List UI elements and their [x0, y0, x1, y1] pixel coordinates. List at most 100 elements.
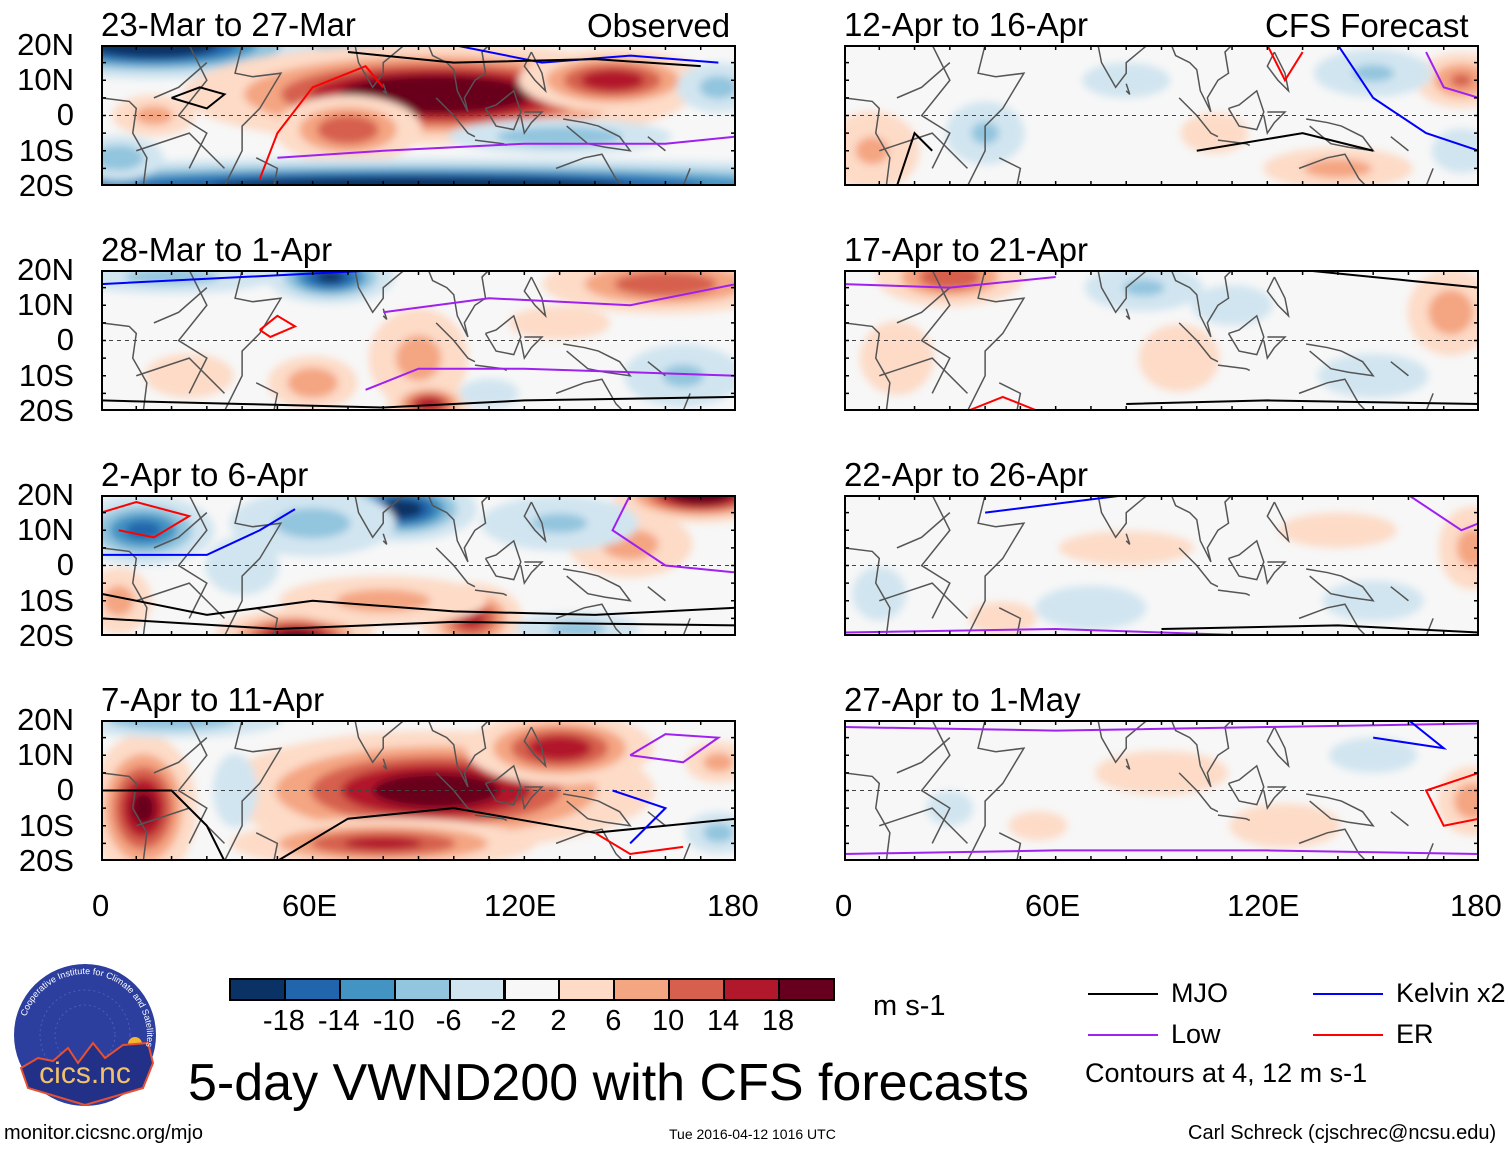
- colorbar-label: -14: [317, 1005, 360, 1037]
- coastline: [520, 786, 544, 811]
- coastline: [844, 547, 891, 636]
- coastline: [1178, 772, 1219, 813]
- legend-label: MJO: [1171, 978, 1228, 1008]
- coastline: [382, 533, 388, 545]
- legend-label: Kelvin x2: [1396, 978, 1506, 1008]
- contour-kelvin-x2: [101, 508, 296, 556]
- contour-kelvin-x2: [1337, 45, 1479, 152]
- coastline: [1217, 589, 1251, 597]
- coastline: [1390, 136, 1409, 152]
- lat-label: 20N: [17, 477, 74, 512]
- contour-low: [844, 849, 1479, 855]
- coastline: [136, 582, 226, 619]
- lat-label: 10N: [17, 287, 74, 323]
- coastline: [353, 720, 490, 788]
- coastline: [523, 501, 547, 544]
- coastline: [844, 322, 891, 411]
- coastline: [966, 495, 1026, 636]
- contour-er: [1424, 771, 1479, 827]
- contour-kelvin-x2: [612, 789, 668, 845]
- lat-label: 20S: [18, 842, 74, 878]
- map-panel: [844, 45, 1479, 186]
- contour-low: [383, 283, 736, 314]
- coastline: [879, 807, 969, 844]
- colorbar-swatch: [558, 978, 616, 1001]
- figure-title: 5-day VWND200 with CFS forecasts: [188, 1054, 1029, 1112]
- anomaly-shading: [1303, 158, 1372, 178]
- anomaly-shading: [859, 321, 934, 396]
- coastline: [555, 603, 624, 636]
- coastline: [966, 270, 1026, 411]
- colorbar-label: 2: [550, 1005, 567, 1037]
- coastline: [1263, 786, 1287, 811]
- coastline: [682, 168, 691, 186]
- lat-label: 10N: [17, 512, 74, 548]
- coastline: [563, 793, 632, 827]
- coastline: [647, 586, 666, 602]
- coastline: [153, 737, 208, 774]
- coastline: [353, 270, 490, 338]
- lon-label-right-60e: 60E: [1025, 888, 1081, 923]
- coastline: [896, 287, 951, 324]
- coastline: [435, 547, 476, 588]
- colorbar-swatch: [229, 978, 286, 1001]
- coastline: [682, 393, 691, 411]
- anomaly-shading: [108, 720, 235, 731]
- lat-label: 20N: [17, 252, 74, 287]
- source-url[interactable]: monitor.cicsnc.org/mjo: [4, 1122, 203, 1144]
- lat-label: 10S: [18, 807, 74, 843]
- lat-label: 0: [56, 97, 74, 133]
- coastline: [1298, 378, 1367, 411]
- anomaly-shading: [1058, 531, 1194, 565]
- colorbar-label: 10: [652, 1005, 685, 1037]
- coastline: [1266, 276, 1290, 319]
- map-panel: [844, 495, 1479, 636]
- anomaly-shading: [699, 75, 736, 99]
- colorbar-swatch: [503, 978, 561, 1001]
- credit: Carl Schreck (cjschrec@ncsu.edu): [1188, 1122, 1497, 1144]
- coastline: [555, 378, 624, 411]
- coastline: [1263, 111, 1287, 136]
- panel-frame: [844, 495, 1479, 636]
- coastline: [966, 45, 1026, 186]
- lon-label-right-180: 180: [1450, 888, 1502, 923]
- coastline: [484, 764, 522, 806]
- coastline: [353, 495, 490, 563]
- colorbar-swatch: [283, 978, 341, 1001]
- coastline: [647, 811, 666, 827]
- coastline: [896, 62, 951, 99]
- panel-title: 27-Apr to 1-May: [844, 681, 1081, 718]
- panel-frame: [101, 720, 736, 861]
- contour-mjo: [101, 789, 226, 861]
- coastline: [1306, 793, 1375, 827]
- contour-low: [844, 722, 1479, 732]
- coastline: [1298, 603, 1367, 636]
- anomaly-shading: [1450, 73, 1473, 87]
- contour-low: [1425, 51, 1479, 99]
- panel-frame: [844, 45, 1479, 186]
- map-panel: [101, 270, 736, 411]
- coastline: [1390, 811, 1409, 827]
- anomaly-shading: [1123, 279, 1165, 296]
- map-panel: [101, 495, 736, 636]
- coastline: [1227, 539, 1265, 581]
- logo-text: cics.nc: [39, 1057, 131, 1090]
- contour-mjo: [1161, 624, 1479, 634]
- map-panel: [101, 720, 736, 861]
- anomaly-shading: [1035, 585, 1147, 630]
- lat-label: 20S: [18, 167, 74, 203]
- coastline: [435, 322, 476, 363]
- map-panel: [844, 270, 1479, 411]
- coastline: [435, 772, 476, 813]
- contour-mjo: [171, 86, 227, 110]
- lat-label: 10S: [18, 132, 74, 168]
- coastline: [1263, 336, 1287, 361]
- contour-er: [101, 501, 192, 539]
- anomaly-shading: [1428, 289, 1474, 335]
- colorbar-swatch: [338, 978, 396, 1001]
- lat-label: 10S: [18, 582, 74, 618]
- coastline: [1298, 153, 1367, 186]
- coastline: [1263, 561, 1287, 586]
- legend-label: Low: [1171, 1019, 1221, 1049]
- legend-line-kelvin-x2: [1313, 993, 1383, 995]
